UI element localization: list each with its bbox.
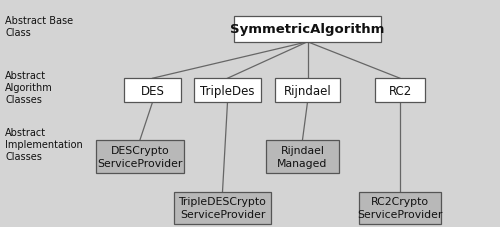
FancyBboxPatch shape — [234, 17, 382, 43]
FancyBboxPatch shape — [194, 79, 261, 103]
Text: DESCrypto
ServiceProvider: DESCrypto ServiceProvider — [98, 146, 182, 168]
Text: TripleDESCrypto
ServiceProvider: TripleDESCrypto ServiceProvider — [178, 197, 266, 219]
Text: DES: DES — [140, 84, 164, 97]
Text: Abstract Base
Class: Abstract Base Class — [5, 16, 73, 38]
Text: Abstract
Algorithm
Classes: Abstract Algorithm Classes — [5, 70, 53, 105]
FancyBboxPatch shape — [174, 192, 271, 224]
Text: SymmetricAlgorithm: SymmetricAlgorithm — [230, 23, 384, 36]
FancyBboxPatch shape — [124, 79, 181, 103]
Text: RC2: RC2 — [388, 84, 411, 97]
Text: Abstract
Implementation
Classes: Abstract Implementation Classes — [5, 127, 83, 162]
Text: Rijndael: Rijndael — [284, 84, 332, 97]
Text: Rijndael
Managed: Rijndael Managed — [278, 146, 328, 168]
Text: RC2Crypto
ServiceProvider: RC2Crypto ServiceProvider — [358, 197, 442, 219]
FancyBboxPatch shape — [359, 192, 442, 224]
FancyBboxPatch shape — [275, 79, 340, 103]
FancyBboxPatch shape — [96, 140, 184, 173]
FancyBboxPatch shape — [375, 79, 425, 103]
FancyBboxPatch shape — [266, 140, 339, 173]
Text: TripleDes: TripleDes — [200, 84, 255, 97]
